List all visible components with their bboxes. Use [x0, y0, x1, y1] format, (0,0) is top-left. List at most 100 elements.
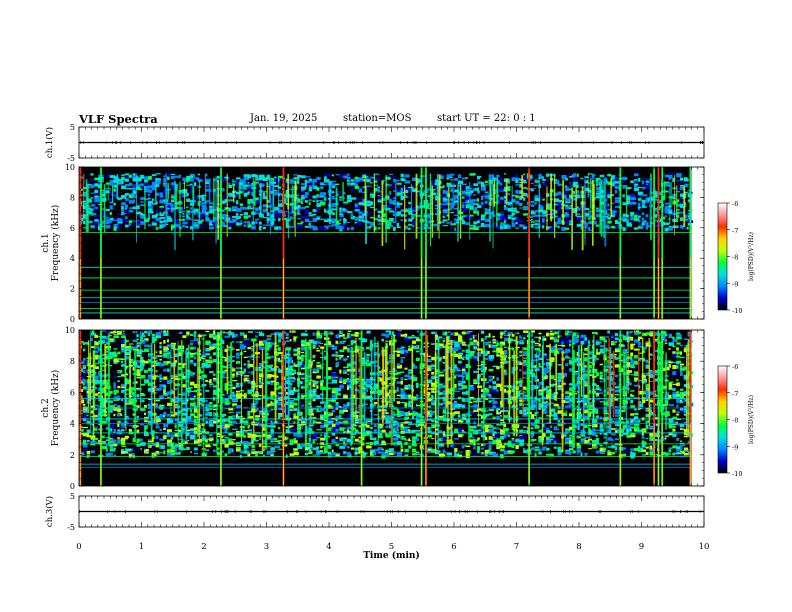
ch2-spectrogram-noise [144, 425, 149, 427]
ch1-spectrogram-noise [626, 195, 632, 200]
ch1-spectrogram-noise [331, 208, 338, 211]
ch1-spectrogram-noise [569, 223, 573, 226]
ch1-spectrogram-noise [450, 212, 455, 214]
ch1-spectrogram-noise [101, 220, 106, 224]
ch1-spectrogram-noise [526, 207, 530, 211]
ch2-spectrogram-noise [320, 366, 324, 369]
ch2-spectrogram-noise [224, 348, 228, 353]
ch2-spectrogram-noise [270, 333, 276, 335]
ch2-spectrogram-noise [243, 444, 246, 447]
ch2-spectrogram-noise [293, 415, 299, 419]
ch1-spectrogram-noise [588, 194, 592, 199]
ch1-spectrogram-noise [595, 194, 601, 196]
ch1-spectrogram-noise [369, 217, 375, 219]
ch1-spectrogram-noise [366, 211, 369, 213]
ch2-spectrogram-noise [82, 414, 88, 419]
ch1-spectrogram-noise [182, 221, 188, 225]
ch1-spectrogram-noise [553, 203, 558, 206]
ch1-spectrogram-noise [645, 183, 649, 185]
ch2-spectrogram-noise [167, 368, 170, 371]
ch1-spectrogram-noise [438, 186, 444, 189]
ch1-spectrogram-emission [268, 177, 271, 203]
ch2-spectrogram-noise [270, 452, 275, 455]
ch1-spectrogram-noise [86, 210, 93, 215]
ch2-spectrogram-noise [224, 443, 229, 448]
ch1-spectrogram-noise [128, 188, 133, 190]
ch2-spectrogram-noise [167, 344, 173, 347]
ch2-spectrogram-noise [140, 407, 146, 411]
ch1-spectrogram-noise [565, 220, 569, 224]
ch1-spectrogram-noise [457, 191, 461, 196]
ch2-spectrogram-noise [193, 447, 198, 451]
ch1-spectrogram-noise [308, 221, 312, 223]
ch2-spectrogram-noise [190, 433, 196, 437]
ch1-spectrogram-noise [105, 182, 111, 185]
ch2-spectrogram-noise [262, 424, 268, 426]
ch2-spectrogram-noise [174, 412, 178, 415]
ch1-spectrogram-emission [116, 174, 119, 199]
ch2-spectrogram-noise [82, 403, 86, 406]
ch1-spectrogram-noise [205, 217, 211, 222]
ch2-spectrogram-noise [235, 433, 241, 436]
ch1-spectrogram-noise [79, 205, 85, 207]
ch1-spectrogram-emission [459, 184, 462, 239]
ch1-spectrogram-noise [611, 180, 615, 183]
ch1-spectrogram-noise [454, 207, 459, 210]
ch2-spectrogram-noise [159, 358, 162, 361]
ch1-spectrogram-emission [469, 181, 471, 240]
ch1-spectrogram-noise [595, 177, 601, 181]
ch1-spectrogram-noise [209, 224, 215, 226]
ch2-spectrogram-noise [140, 357, 144, 361]
ch2-spectrogram-noise [159, 355, 163, 358]
ch2-spectrogram-noise [258, 385, 262, 389]
ch1-spectrogram-emission [107, 184, 109, 201]
ch1-spectrogram-noise [170, 204, 174, 208]
ch2-spectrogram-noise [212, 412, 219, 417]
ch1-spectrogram-noise [278, 209, 284, 214]
ch1-spectrogram-noise [473, 207, 478, 211]
ch1-spectrogram-noise [534, 202, 537, 205]
ch2-spectrogram-noise [266, 445, 272, 447]
ch2-spectrogram-noise [285, 386, 289, 389]
ch1-spectrogram-noise [86, 185, 92, 188]
ch1-spectrogram-noise [247, 184, 252, 187]
ch2-spectrogram-noise [297, 418, 303, 421]
ch1-spectrogram-noise [538, 195, 543, 198]
ch1-spectrogram-noise [220, 213, 227, 218]
ch1-spectrogram-noise [335, 224, 340, 228]
ch2-spectrogram-noise [147, 415, 152, 418]
ch2-spectrogram-noise [201, 427, 205, 432]
ch2-spectrogram-noise [212, 377, 219, 382]
ch1-spectrogram-noise [132, 206, 138, 210]
ch2-spectrogram-noise [289, 400, 294, 403]
ch1-spectrogram-noise [542, 183, 548, 186]
ch2-spectrogram-noise [193, 352, 199, 355]
ch2-spectrogram-noise [224, 384, 228, 389]
ch2-spectrogram-noise [262, 423, 266, 425]
ch2-spectrogram-noise [312, 360, 316, 362]
ch2-spectrogram-noise [220, 365, 226, 368]
ch2-spectrogram-noise [251, 338, 257, 342]
ch1-spectrogram-noise [128, 193, 134, 197]
ch1-spectrogram-noise [461, 190, 466, 195]
ch2-spectrogram-noise [82, 365, 86, 367]
ch2-spectrogram-noise [312, 447, 319, 451]
ch2-spectrogram-noise [224, 408, 230, 410]
ch1-spectrogram-noise [255, 220, 258, 223]
ch2-spectrogram-noise [170, 389, 173, 393]
ch1-spectrogram-noise [117, 179, 123, 183]
ch1-spectrogram-noise [216, 203, 223, 206]
ch1-spectrogram-spheric [657, 167, 660, 319]
ch1-spectrogram-noise [668, 174, 673, 179]
ch2-spectrogram-noise [331, 428, 336, 433]
ch1-spectrogram-noise [366, 175, 369, 178]
ch1-spectrogram-noise [523, 173, 526, 176]
ch2-spectrogram-noise [155, 375, 161, 378]
ch2-spectrogram-noise [320, 382, 324, 387]
ch2-spectrogram-noise [121, 360, 124, 363]
ch2-spectrogram-noise [147, 387, 154, 392]
ch1-spectrogram-noise [266, 219, 269, 224]
ch2-spectrogram-noise [270, 398, 276, 400]
ch1-spectrogram-noise [530, 189, 534, 192]
ch1-spectrogram-noise [228, 200, 233, 202]
